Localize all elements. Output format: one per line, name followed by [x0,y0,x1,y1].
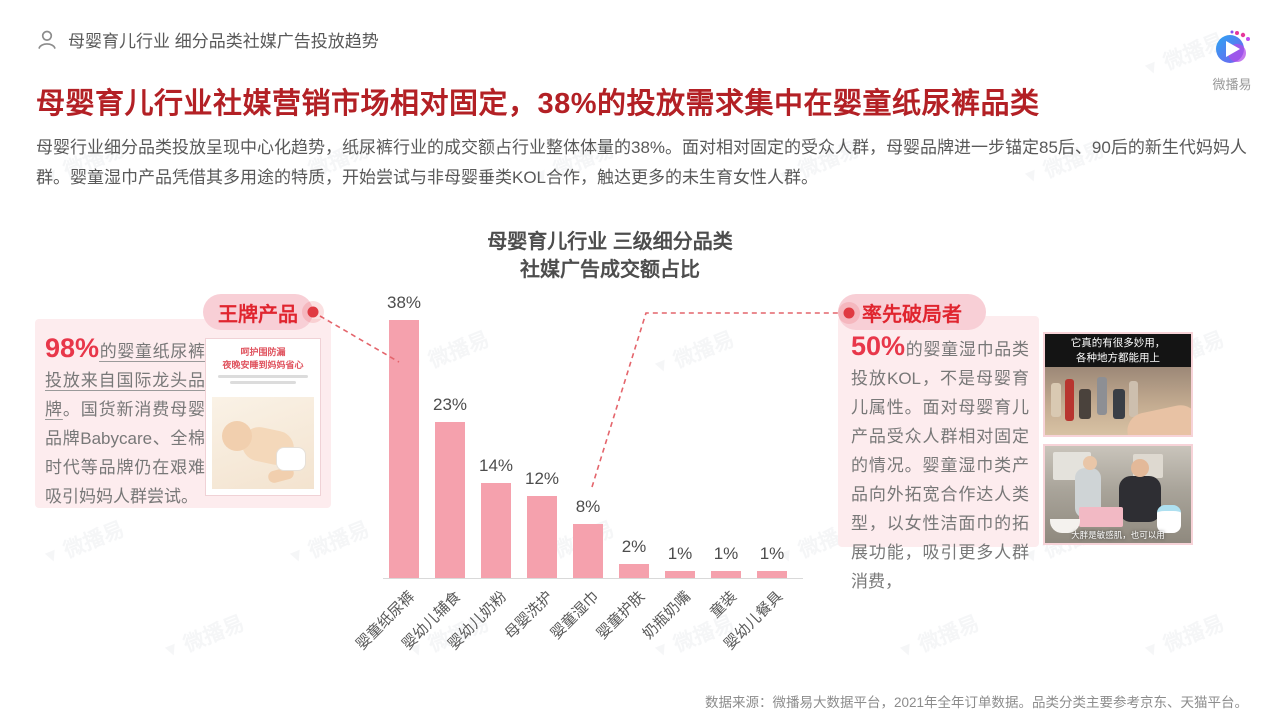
woman-figure-head [1083,456,1097,470]
bar-value-label: 12% [524,469,560,489]
bar-value-label: 38% [386,292,422,312]
watermark-text: 微播易 [60,517,128,563]
bottle-shape [1129,381,1138,417]
left-callout-text: 98%的婴童纸尿裤投放来自国际龙头品牌。国货新消费母婴品牌Babycare、全棉… [45,334,205,511]
intro-paragraph: 母婴行业细分品类投放呈现中心化趋势，纸尿裤行业的成交额占行业整体体量的38%。面… [36,138,1247,187]
brand-logo-text: 微播易 [1212,77,1252,92]
brand-watermark: ▼微播易 [283,513,374,573]
category-label: 婴童湿巾 [547,588,603,643]
man-figure-head [1131,459,1149,477]
bottle-shape [1113,389,1125,419]
person-icon [38,30,56,49]
x-axis-line [383,578,803,579]
video-thumbnail-2: 大胖是敏感肌，也可以用 [1043,444,1193,545]
bowl-shape [1050,519,1080,533]
category-label: 母婴洗护 [501,588,557,643]
weiboyi-logo-icon [1216,30,1250,63]
breadcrumb-label: 母婴育儿行业 细分品类社媒广告投放趋势 [68,32,379,51]
baby-photo [212,397,314,489]
brand-watermark: ▼微播易 [893,607,984,667]
bottle-shape [1097,377,1107,415]
bar-value-label: 1% [667,544,693,564]
video1-scene [1045,367,1191,435]
bar-婴童湿巾 [573,523,603,578]
plush-toy-shape [1157,505,1181,533]
ad-smalltext-line [218,375,308,378]
video1-caption: 它真的有很多妙用， 各种地方都能用上 [1045,334,1191,367]
bar-婴童纸尿裤 [389,319,419,578]
breadcrumb: 母婴育儿行业 细分品类社媒广告投放趋势 [36,27,379,52]
left-callout-highlight: 98% [45,333,100,363]
bottle-shape [1051,383,1061,417]
diaper-ad-image: 呵护围防漏 夜晚安睡到妈妈省心 [205,338,321,496]
page-title: 母婴育儿行业社媒营销市场相对固定，38%的投放需求集中在婴童纸尿裤品类 [36,88,1040,120]
left-callout-rest: 。国货新消费母婴品牌Babycare、全棉时代等品牌仍在艰难吸引妈妈人群尝试。 [45,400,205,506]
baby-diaper [276,447,306,471]
right-callout-text: 50%的婴童湿巾品类投放KOL，不是母婴育儿属性。面对母婴育儿产品受众人群相对固… [851,332,1029,596]
bar-婴童护肤 [619,564,649,578]
right-callout-badge: 率先破局者 [838,294,986,330]
video1-caption-line1: 它真的有很多妙用， [1070,337,1166,349]
ad-smalltext-line [230,381,296,384]
watermark-text: 微播易 [915,611,983,657]
brand-watermark: ▼微播易 [1138,607,1229,667]
brand-watermark: ▼微播易 [38,513,129,573]
watermark-play-icon: ▼ [39,542,64,568]
category-label: 婴童护肤 [593,588,649,643]
bar-value-label: 14% [478,455,514,475]
video2-caption: 大胖是敏感肌，也可以用 [1071,530,1165,540]
category-label: 童装 [706,588,741,622]
watermark-text: 微播易 [305,517,373,563]
left-callout-badge: 王牌产品 [203,294,313,330]
ad-headline-line1: 呵护围防漏 [240,347,286,357]
bar-value-label: 1% [713,544,739,564]
watermark-play-icon: ▼ [894,636,919,662]
bar-value-label: 23% [432,394,468,414]
watermark-text: 微播易 [180,611,248,657]
category-label: 奶瓶奶嘴 [639,588,695,643]
bottle-shape [1079,389,1091,419]
bar-value-label: 1% [759,544,785,564]
ad-headline-line2: 夜晚安睡到妈妈省心 [222,360,304,370]
bar-婴幼儿辅食 [435,421,465,578]
video2-scene: 大胖是敏感肌，也可以用 [1045,446,1191,543]
right-callout-body: 的婴童湿巾品类投放KOL，不是母婴育儿属性。面对母婴育儿产品受众人群相对固定的情… [851,340,1029,591]
watermark-play-icon: ▼ [284,542,309,568]
left-callout-underlined: 的婴童纸尿裤投放来自国际龙头品牌 [45,342,205,419]
baby-head [222,421,252,451]
video-thumbnail-1: 它真的有很多妙用， 各种地方都能用上 [1043,332,1193,437]
bar-value-label: 2% [621,537,647,557]
bar-婴幼儿奶粉 [481,482,511,578]
bar-婴幼儿餐具 [757,571,787,578]
watermark-play-icon: ▼ [1139,636,1164,662]
brand-watermark: ▼微播易 [158,607,249,667]
video1-caption-line2: 各种地方都能用上 [1076,352,1160,364]
bar-奶瓶奶嘴 [665,571,695,578]
bar-value-label: 8% [575,496,601,516]
bar-童装 [711,571,741,578]
chart-title-line1: 母婴育儿行业 三级细分品类 [487,231,733,253]
data-source-note: 数据来源：微播易大数据平台，2021年全年订单数据。品类分类主要参考京东、天猫平… [704,695,1248,710]
bottle-shape [1065,379,1074,421]
watermark-play-icon: ▼ [1139,54,1164,80]
man-figure [1119,476,1161,522]
watermark-text: 微播易 [1160,611,1228,657]
brand-logo: 微播易 [1202,28,1262,93]
chart-title-line2: 社媒广告成交额占比 [520,259,700,281]
pink-box-shape [1079,507,1123,527]
right-callout-panel [838,316,1039,547]
bar-plot: 38% 婴童纸尿裤 23% 婴幼儿辅食 14% 婴幼儿奶粉 12% 母婴洗护 8% 婴童湿巾 2% 婴… [353,285,803,653]
bar-母婴洗护 [527,496,557,578]
right-callout-highlight: 50% [851,331,906,361]
chart-title: 母婴育儿行业 三级细分品类 社媒广告成交额占比 [400,228,820,284]
watermark-play-icon: ▼ [159,636,184,662]
